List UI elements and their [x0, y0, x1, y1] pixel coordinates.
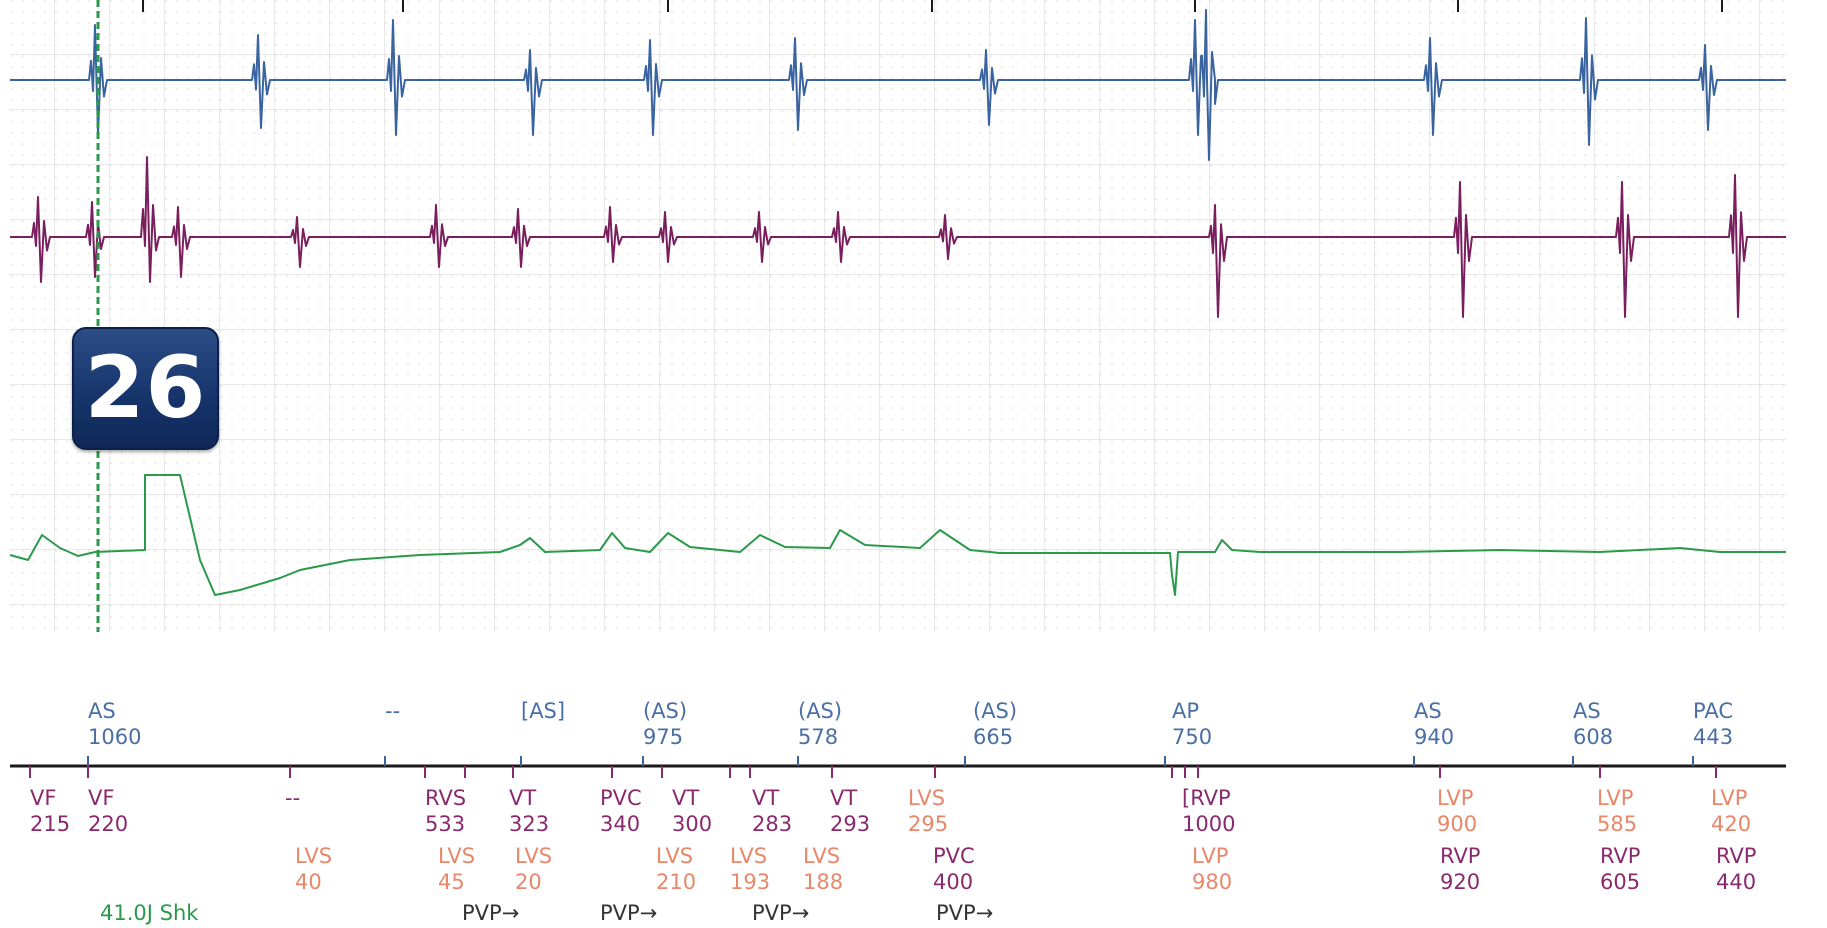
pvp-marker-label: PVP→: [752, 901, 810, 925]
secondary-annotation-label: RVP: [1716, 844, 1757, 868]
pvp-marker-label: PVP→: [462, 901, 520, 925]
ventricular-annotation-value: 220: [88, 812, 129, 836]
atrial-annotation-value: 940: [1414, 725, 1455, 749]
pvp-marker-label: PVP→: [936, 901, 994, 925]
atrial-annotation-value: 975: [643, 725, 684, 749]
atrial-annotation-value: 578: [798, 725, 839, 749]
ventricular-annotation-value: 300: [672, 812, 713, 836]
atrial-egm-trace: [10, 9, 1786, 161]
ventricular-annotation-value: 533: [425, 812, 466, 836]
ventricular-annotation-value: 295: [908, 812, 949, 836]
shock-channel-trace: [9, 474, 1786, 596]
secondary-annotation-value: 40: [295, 870, 322, 894]
secondary-annotation-value: 920: [1440, 870, 1481, 894]
secondary-annotation-label: LVS: [656, 844, 694, 868]
secondary-annotation-value: 440: [1716, 870, 1757, 894]
ventricular-annotation-value: 1000: [1182, 812, 1236, 836]
ventricular-egm-trace: [10, 156, 1786, 318]
ventricular-annotation-value: 585: [1597, 812, 1638, 836]
atrial-annotation-label: PAC: [1693, 699, 1733, 723]
secondary-annotation-label: RVP: [1600, 844, 1641, 868]
secondary-annotation-label: RVP: [1440, 844, 1481, 868]
ventricular-annotation-value: 323: [509, 812, 550, 836]
atrial-annotation-label: AP: [1172, 699, 1200, 723]
pvp-marker-label: PVP→: [600, 901, 658, 925]
ventricular-annotation-value: 900: [1437, 812, 1478, 836]
ventricular-annotation-value: 340: [600, 812, 641, 836]
secondary-annotation-label: PVC: [933, 844, 975, 868]
ventricular-annotation-label: --: [285, 786, 301, 810]
atrial-annotation-label: (AS): [643, 699, 688, 723]
ventricular-annotation-value: 215: [30, 812, 71, 836]
atrial-annotation-label: AS: [1573, 699, 1601, 723]
ventricular-annotation-value: 293: [830, 812, 871, 836]
egm-channels: [9, 9, 1786, 596]
secondary-annotation-value: 210: [656, 870, 697, 894]
ventricular-annotation-label: VT: [830, 786, 858, 810]
atrial-annotation-value: 608: [1573, 725, 1614, 749]
secondary-annotation-value: 605: [1600, 870, 1641, 894]
secondary-annotation-value: 188: [803, 870, 844, 894]
secondary-annotation-value: 45: [438, 870, 465, 894]
ventricular-annotation-value: 420: [1711, 812, 1752, 836]
ventricular-annotation-value: 283: [752, 812, 793, 836]
atrial-annotation-label: (AS): [798, 699, 843, 723]
secondary-annotation-value: 193: [730, 870, 771, 894]
atrial-annotation-value: 750: [1172, 725, 1213, 749]
secondary-annotation-label: LVP: [1192, 844, 1229, 868]
ventricular-annotation-label: LVP: [1711, 786, 1748, 810]
atrial-annotation-label: AS: [1414, 699, 1442, 723]
secondary-annotation-value: 400: [933, 870, 974, 894]
secondary-annotation-value: 980: [1192, 870, 1233, 894]
ventricular-annotation-label: VT: [672, 786, 700, 810]
atrial-annotation-label: (AS): [973, 699, 1018, 723]
marker-ticks: [29, 0, 1723, 778]
secondary-annotation-label: LVS: [730, 844, 768, 868]
secondary-annotation-label: LVS: [438, 844, 476, 868]
secondary-annotation-value: 20: [515, 870, 542, 894]
shock-energy-label: 41.0J Shk: [100, 901, 199, 925]
ventricular-annotation-label: RVS: [425, 786, 467, 810]
secondary-annotation-label: LVS: [515, 844, 553, 868]
atrial-annotation-label: --: [385, 699, 401, 723]
grid-major: [10, 0, 1786, 632]
ventricular-annotation-label: VF: [88, 786, 115, 810]
ventricular-annotation-label: VT: [509, 786, 537, 810]
ventricular-annotation-label: VT: [752, 786, 780, 810]
ventricular-annotation-label: [RVP: [1182, 786, 1231, 810]
ventricular-annotation-label: VF: [30, 786, 57, 810]
ventricular-annotation-label: LVP: [1597, 786, 1634, 810]
ventricular-annotation-label: LVS: [908, 786, 946, 810]
ventricular-annotation-label: PVC: [600, 786, 642, 810]
ventricular-annotation-label: LVP: [1437, 786, 1474, 810]
episode-badge: 26: [72, 327, 219, 450]
secondary-annotation-label: LVS: [803, 844, 841, 868]
atrial-annotation-value: 443: [1693, 725, 1734, 749]
atrial-annotation-value: 665: [973, 725, 1014, 749]
secondary-annotation-label: LVS: [295, 844, 333, 868]
atrial-annotation-value: 1060: [88, 725, 142, 749]
atrial-annotation-label: [AS]: [521, 699, 566, 723]
atrial-annotation-label: AS: [88, 699, 116, 723]
